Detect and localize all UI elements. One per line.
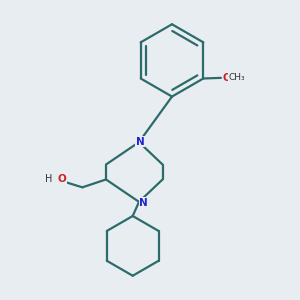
Text: O: O bbox=[57, 175, 66, 184]
Text: CH₃: CH₃ bbox=[228, 74, 245, 82]
Text: O: O bbox=[223, 73, 232, 83]
Text: N: N bbox=[136, 137, 145, 147]
Text: H: H bbox=[46, 175, 53, 184]
Text: N: N bbox=[139, 198, 148, 208]
